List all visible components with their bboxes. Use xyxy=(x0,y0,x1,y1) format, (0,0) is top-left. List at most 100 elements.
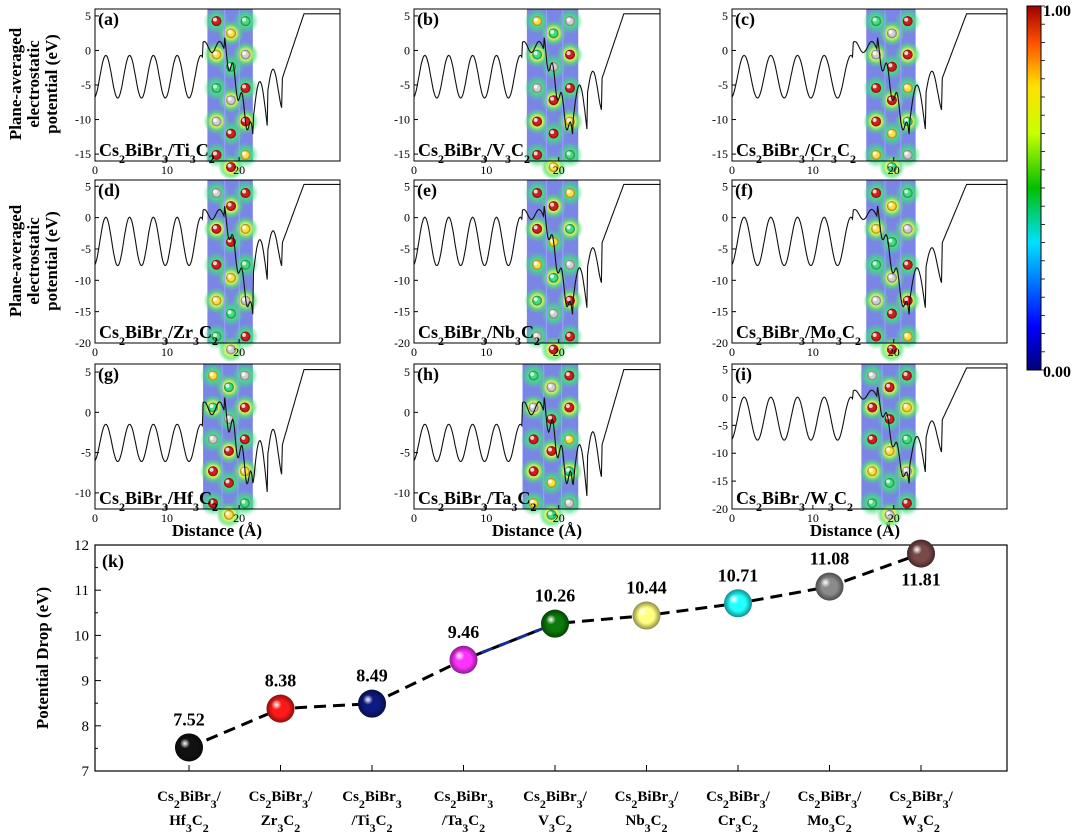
label-part: Cs xyxy=(736,140,756,160)
label-sub: 3 xyxy=(162,334,168,348)
atom-shade xyxy=(901,370,912,381)
label-part: /V xyxy=(486,140,505,160)
atom-shade xyxy=(208,434,219,445)
atom-highlight xyxy=(872,17,877,22)
xtick-label: 0 xyxy=(729,345,735,359)
k-category-label-line1: Cs2BiBr3 xyxy=(342,789,402,811)
xtick-label: 20 xyxy=(553,345,565,359)
row2-ylabel: Plane-averaged electrostatic potential (… xyxy=(6,204,61,317)
k-category-label-line1: Cs2BiBr3/ xyxy=(523,789,588,811)
k-ytick-label: 12 xyxy=(74,538,89,554)
atom-highlight xyxy=(565,499,570,504)
xtick-label: 0 xyxy=(729,511,735,525)
row2-ylabel-line1: Plane-averaged xyxy=(6,204,25,317)
atom-shade xyxy=(902,188,913,199)
atom-highlight xyxy=(868,435,873,440)
atom-highlight xyxy=(904,297,909,302)
xtick-label: 0 xyxy=(92,345,98,359)
atom-highlight xyxy=(227,130,232,135)
ytick-label: 0 xyxy=(722,390,728,404)
xtick-label: 0 xyxy=(92,163,98,177)
label-part: C xyxy=(511,140,524,160)
cat-part: Cr xyxy=(718,813,736,829)
label-sub: 2 xyxy=(438,152,444,166)
atom-shade xyxy=(239,434,250,445)
atom-shade xyxy=(564,498,575,509)
label-sub: 2 xyxy=(847,500,853,514)
k-category-label-line2: /Ti3C2 xyxy=(351,813,393,835)
panel-frame xyxy=(731,363,1008,510)
atom-shade xyxy=(240,16,251,27)
cat-part: / xyxy=(582,789,588,805)
atom-highlight xyxy=(565,404,570,408)
atom-highlight xyxy=(904,51,909,56)
atom-highlight xyxy=(872,225,877,230)
atom-highlight xyxy=(225,447,230,452)
atom-shade xyxy=(226,28,237,39)
colorbar-min-label: 0.00 xyxy=(1043,364,1071,381)
row2-ylabel-line3: potential (eV) xyxy=(42,211,61,311)
row1-ylabel-line3: potential (eV) xyxy=(42,34,61,134)
label-part: BiBr xyxy=(762,322,799,342)
cat-sub: 2 xyxy=(631,797,637,811)
atom-shade xyxy=(226,272,237,283)
cat-part: / xyxy=(673,789,679,805)
atom-highlight xyxy=(566,51,571,56)
atom-highlight xyxy=(565,372,570,377)
atom-shade xyxy=(902,49,913,60)
cat-sub: 3 xyxy=(277,821,283,835)
ytick-label: 5 xyxy=(85,9,91,23)
atom-highlight xyxy=(242,151,247,156)
atom-shade xyxy=(240,149,251,160)
atom-shade xyxy=(902,16,913,27)
xlabel-col1: Distance (Å) xyxy=(172,521,262,540)
atom-highlight xyxy=(241,404,246,408)
atom-shade xyxy=(902,259,913,270)
xtick-label: 10 xyxy=(807,511,819,525)
atom-shade xyxy=(211,16,222,27)
atom-highlight xyxy=(566,117,571,122)
colorbar-gradient xyxy=(1026,5,1042,371)
atom-shade xyxy=(884,477,895,488)
atom-highlight xyxy=(550,202,555,207)
atom-highlight xyxy=(227,202,232,207)
label-sub: 2 xyxy=(850,152,856,166)
atom-highlight xyxy=(565,435,570,440)
label-part: /Zr xyxy=(167,322,193,342)
atom-highlight xyxy=(872,151,877,156)
k-panel-letter: (k) xyxy=(102,551,124,572)
atom-highlight xyxy=(241,499,246,504)
atom-highlight xyxy=(212,297,217,302)
k-category-label-line2: Mo3C2 xyxy=(807,813,852,835)
label-part: /W xyxy=(804,488,828,508)
atom-shade xyxy=(867,402,878,413)
atom-highlight xyxy=(566,189,571,194)
panel-b: 50-5-10-150 10 20(b)Cs2BiBr3/V3C2 xyxy=(394,8,661,181)
ytick-label: 5 xyxy=(722,179,728,193)
panel-system-label: Cs2BiBr3/Ta3C2 xyxy=(418,488,536,514)
label-part: C xyxy=(517,488,530,508)
atom-highlight xyxy=(241,372,246,377)
cat-sub: 2 xyxy=(174,797,180,811)
panel-a: 50-5-10-150 10 20(a)Cs2BiBr3/Ti3C2 xyxy=(75,8,341,181)
atom-shade xyxy=(532,16,543,27)
atom-highlight xyxy=(565,467,570,472)
panel-letter: (e) xyxy=(417,180,437,201)
ytick-label: -5 xyxy=(400,446,410,460)
k-point-highlight xyxy=(637,606,648,617)
k-ytick-label: 11 xyxy=(75,583,89,599)
k-point-highlight xyxy=(180,738,190,749)
atom-shade xyxy=(223,477,234,488)
k-category-label-line1: Cs2BiBr3/ xyxy=(798,789,863,811)
ytick-label: -15 xyxy=(712,147,728,161)
xtick-label: 20 xyxy=(888,511,900,525)
label-sub: 3 xyxy=(799,152,805,166)
panel-e: 50-5-10-15-200 10 20(e)Cs2BiBr3/Nb3C2 xyxy=(394,179,661,363)
cat-part: C xyxy=(468,813,479,829)
atom-shade xyxy=(546,382,557,393)
xtick-label: 10 xyxy=(807,163,819,177)
atom-highlight xyxy=(872,84,877,89)
atom-shade xyxy=(886,28,897,39)
atom-shade xyxy=(240,83,251,94)
panel-letter: (a) xyxy=(98,9,119,30)
